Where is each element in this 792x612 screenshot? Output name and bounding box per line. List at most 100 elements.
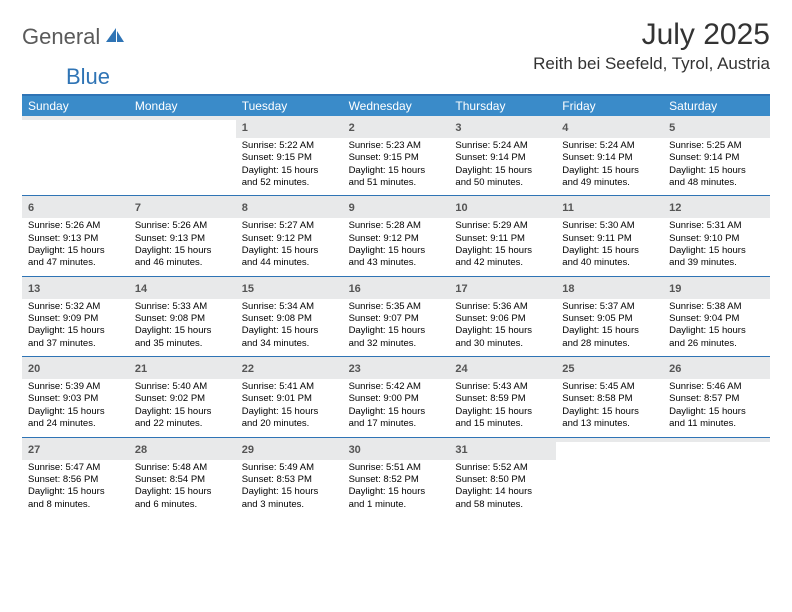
calendar-cell: 21Sunrise: 5:40 AMSunset: 9:02 PMDayligh… [129,357,236,436]
sunrise-text: Sunrise: 5:46 AM [669,381,764,393]
daylight-text: Daylight: 15 hours and 40 minutes. [562,245,657,270]
daylight-text: Daylight: 15 hours and 8 minutes. [28,486,123,511]
day-number: 30 [349,444,361,456]
day-number: 19 [669,283,681,295]
day-number-row: 11 [556,196,663,218]
logo-text-blue: Blue [66,64,110,90]
day-number-row: 14 [129,277,236,299]
day-number: 7 [135,202,141,214]
sunset-text: Sunset: 9:02 PM [135,393,230,405]
day-number-row: 16 [343,277,450,299]
sunset-text: Sunset: 9:10 PM [669,233,764,245]
sunset-text: Sunset: 9:03 PM [28,393,123,405]
cell-body: Sunrise: 5:37 AMSunset: 9:05 PMDaylight:… [556,299,663,356]
day-number: 27 [28,444,40,456]
cell-body: Sunrise: 5:32 AMSunset: 9:09 PMDaylight:… [22,299,129,356]
day-number-row: 3 [449,116,556,138]
day-number-row: 7 [129,196,236,218]
sunrise-text: Sunrise: 5:42 AM [349,381,444,393]
cell-body: Sunrise: 5:38 AMSunset: 9:04 PMDaylight:… [663,299,770,356]
sunset-text: Sunset: 9:12 PM [242,233,337,245]
calendar-cell: 8Sunrise: 5:27 AMSunset: 9:12 PMDaylight… [236,196,343,275]
day-number-row: 4 [556,116,663,138]
weeks-container: 1 Sunrise: 5:22 AMSunset: 9:15 PMDaylight… [22,116,770,517]
cell-body: Sunrise: 5:45 AMSunset: 8:58 PMDaylight:… [556,379,663,436]
cell-body: Sunrise: 5:47 AMSunset: 8:56 PMDaylight:… [22,460,129,517]
daylight-text: Daylight: 15 hours and 52 minutes. [242,165,337,190]
cell-body: Sunrise: 5:52 AMSunset: 8:50 PMDaylight:… [449,460,556,517]
cell-body: Sunrise: 5:42 AMSunset: 9:00 PMDaylight:… [343,379,450,436]
sunset-text: Sunset: 9:08 PM [135,313,230,325]
cell-body: Sunrise: 5:35 AMSunset: 9:07 PMDaylight:… [343,299,450,356]
sunrise-text: Sunrise: 5:38 AM [669,301,764,313]
day-header-sun: Sunday [22,96,129,116]
daylight-text: Daylight: 15 hours and 50 minutes. [455,165,550,190]
daylight-text: Daylight: 15 hours and 22 minutes. [135,406,230,431]
calendar-week: 13 Sunrise: 5:32 AMSunset: 9:09 PMDayligh… [22,276,770,356]
calendar-cell: 29Sunrise: 5:49 AMSunset: 8:53 PMDayligh… [236,438,343,517]
calendar-cell: 6Sunrise: 5:26 AMSunset: 9:13 PMDaylight… [22,196,129,275]
sunset-text: Sunset: 9:14 PM [562,152,657,164]
logo-text-general: General [22,24,100,50]
day-number-row: 6 [22,196,129,218]
cell-body: Sunrise: 5:48 AMSunset: 8:54 PMDaylight:… [129,460,236,517]
sunset-text: Sunset: 8:57 PM [669,393,764,405]
day-number: 18 [562,283,574,295]
day-header-wed: Wednesday [343,96,450,116]
day-number-row: 21 [129,357,236,379]
day-number: 23 [349,363,361,375]
sunrise-text: Sunrise: 5:33 AM [135,301,230,313]
day-number: 9 [349,202,355,214]
daylight-text: Daylight: 15 hours and 20 minutes. [242,406,337,431]
day-number-row: 10 [449,196,556,218]
calendar-cell: 28Sunrise: 5:48 AMSunset: 8:54 PMDayligh… [129,438,236,517]
daylight-text: Daylight: 15 hours and 51 minutes. [349,165,444,190]
day-number: 20 [28,363,40,375]
sunset-text: Sunset: 9:14 PM [669,152,764,164]
day-number: 22 [242,363,254,375]
sunrise-text: Sunrise: 5:51 AM [349,462,444,474]
sunset-text: Sunset: 8:52 PM [349,474,444,486]
sunrise-text: Sunrise: 5:45 AM [562,381,657,393]
day-number: 25 [562,363,574,375]
sunrise-text: Sunrise: 5:36 AM [455,301,550,313]
calendar-week: 27 Sunrise: 5:47 AMSunset: 8:56 PMDayligh… [22,437,770,517]
calendar-cell: 22Sunrise: 5:41 AMSunset: 9:01 PMDayligh… [236,357,343,436]
day-number: 14 [135,283,147,295]
day-number-row: 19 [663,277,770,299]
day-number: 12 [669,202,681,214]
calendar-cell: 3Sunrise: 5:24 AMSunset: 9:14 PMDaylight… [449,116,556,195]
location-subtitle: Reith bei Seefeld, Tyrol, Austria [533,54,770,74]
day-number-row: 17 [449,277,556,299]
sunrise-text: Sunrise: 5:49 AM [242,462,337,474]
day-number: 11 [562,202,574,214]
day-number: 13 [28,283,40,295]
calendar-cell: 25 Sunrise: 5:45 AMSunset: 8:58 PMDayligh… [556,357,663,436]
calendar: Sunday Monday Tuesday Wednesday Thursday… [22,94,770,517]
cell-body: Sunrise: 5:49 AMSunset: 8:53 PMDaylight:… [236,460,343,517]
sunset-text: Sunset: 8:56 PM [28,474,123,486]
calendar-week: 1 Sunrise: 5:22 AMSunset: 9:15 PMDaylight… [22,116,770,195]
day-number: 17 [455,283,467,295]
cell-body: Sunrise: 5:26 AMSunset: 9:13 PMDaylight:… [129,218,236,275]
sunset-text: Sunset: 9:11 PM [562,233,657,245]
day-number-row: 22 [236,357,343,379]
sunset-text: Sunset: 9:12 PM [349,233,444,245]
cell-body: Sunrise: 5:28 AMSunset: 9:12 PMDaylight:… [343,218,450,275]
sunset-text: Sunset: 9:13 PM [28,233,123,245]
cell-body: Sunrise: 5:31 AMSunset: 9:10 PMDaylight:… [663,218,770,275]
cell-body: Sunrise: 5:39 AMSunset: 9:03 PMDaylight:… [22,379,129,436]
day-number: 1 [242,122,248,134]
sunset-text: Sunset: 9:06 PM [455,313,550,325]
sunset-text: Sunset: 8:53 PM [242,474,337,486]
sunrise-text: Sunrise: 5:48 AM [135,462,230,474]
calendar-cell: 14Sunrise: 5:33 AMSunset: 9:08 PMDayligh… [129,277,236,356]
day-number-row: 26 [663,357,770,379]
cell-body [663,442,770,450]
sunrise-text: Sunrise: 5:41 AM [242,381,337,393]
calendar-cell: 24Sunrise: 5:43 AMSunset: 8:59 PMDayligh… [449,357,556,436]
cell-body: Sunrise: 5:22 AMSunset: 9:15 PMDaylight:… [236,138,343,195]
calendar-cell [22,116,129,195]
cell-body [22,120,129,128]
daylight-text: Daylight: 15 hours and 47 minutes. [28,245,123,270]
